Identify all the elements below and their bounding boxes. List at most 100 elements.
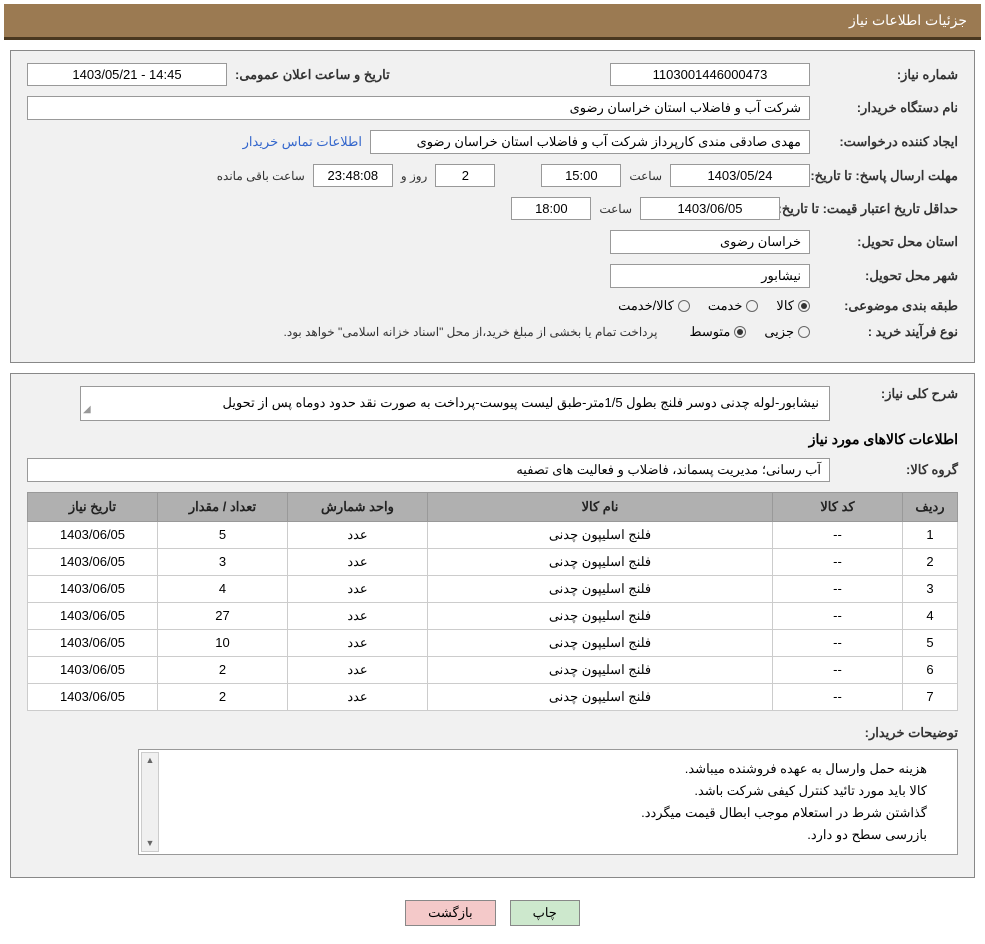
radio-icon <box>798 326 810 338</box>
goods-group-label: گروه کالا: <box>838 462 958 478</box>
buyer-contact-link[interactable]: اطلاعات تماس خریدار <box>243 134 362 150</box>
table-cell: 3 <box>158 548 288 575</box>
table-cell: 4 <box>158 575 288 602</box>
details-panel: شماره نیاز: 1103001446000473 تاریخ و ساع… <box>10 50 975 363</box>
remaining-label: ساعت باقی مانده <box>217 169 305 183</box>
table-cell: -- <box>773 629 903 656</box>
table-cell: 7 <box>903 683 958 710</box>
row-goods-group: گروه کالا: آب رسانی؛ مدیریت پسماند، فاضل… <box>27 458 958 482</box>
page-header: جزئیات اطلاعات نیاز <box>4 4 981 40</box>
radio-icon <box>678 300 690 312</box>
table-cell: 2 <box>158 656 288 683</box>
buyer-org-label: نام دستگاه خریدار: <box>818 100 958 116</box>
goods-group-value: آب رسانی؛ مدیریت پسماند، فاضلاب و فعالیت… <box>27 458 830 482</box>
scrollbar[interactable]: ▲ ▼ <box>141 752 159 852</box>
category-radio-group: کالا خدمت کالا/خدمت <box>618 298 810 314</box>
price-validity-label: حداقل تاریخ اعتبار قیمت: تا تاریخ: <box>788 201 958 217</box>
table-cell: فلنج اسلیپون چدنی <box>428 548 773 575</box>
th-unit: واحد شمارش <box>288 492 428 521</box>
goods-table: ردیف کد کالا نام کالا واحد شمارش تعداد /… <box>27 492 958 711</box>
goods-section-title: اطلاعات کالاهای مورد نیاز <box>27 431 958 448</box>
radio-icon <box>798 300 810 312</box>
need-number-value: 1103001446000473 <box>610 63 810 86</box>
category-goods-service[interactable]: کالا/خدمت <box>618 298 690 314</box>
footer-buttons: چاپ بازگشت <box>0 888 985 944</box>
table-cell: عدد <box>288 575 428 602</box>
buyer-notes-label: توضیحات خریدار: <box>838 725 958 741</box>
category-goods[interactable]: کالا <box>776 298 810 314</box>
time-label-1: ساعت <box>629 169 662 183</box>
table-cell: 1403/06/05 <box>28 575 158 602</box>
table-cell: فلنج اسلیپون چدنی <box>428 683 773 710</box>
radio-icon <box>734 326 746 338</box>
process-radio-group: جزیی متوسط <box>689 324 810 340</box>
row-response-deadline: مهلت ارسال پاسخ: تا تاریخ: 1403/05/24 سا… <box>27 164 958 187</box>
th-name: نام کالا <box>428 492 773 521</box>
back-button[interactable]: بازگشت <box>405 900 495 926</box>
table-cell: عدد <box>288 629 428 656</box>
table-cell: عدد <box>288 683 428 710</box>
table-cell: 2 <box>158 683 288 710</box>
table-row: 5--فلنج اسلیپون چدنیعدد101403/06/05 <box>28 629 958 656</box>
table-row: 3--فلنج اسلیپون چدنیعدد41403/06/05 <box>28 575 958 602</box>
table-row: 6--فلنج اسلیپون چدنیعدد21403/06/05 <box>28 656 958 683</box>
city-label: شهر محل تحویل: <box>818 268 958 284</box>
response-date-value: 1403/05/24 <box>670 164 810 187</box>
table-cell: 27 <box>158 602 288 629</box>
buyer-org-value: شرکت آب و فاضلاب استان خراسان رضوی <box>27 96 810 120</box>
table-row: 4--فلنج اسلیپون چدنیعدد271403/06/05 <box>28 602 958 629</box>
row-price-validity: حداقل تاریخ اعتبار قیمت: تا تاریخ: 1403/… <box>27 197 958 220</box>
days-and-label: روز و <box>401 169 428 183</box>
table-cell: عدد <box>288 548 428 575</box>
row-category: طبقه بندی موضوعی: کالا خدمت کالا/خدمت <box>27 298 958 314</box>
table-cell: فلنج اسلیپون چدنی <box>428 656 773 683</box>
response-deadline-label: مهلت ارسال پاسخ: تا تاریخ: <box>818 168 958 184</box>
page-title: جزئیات اطلاعات نیاز <box>849 12 967 28</box>
scroll-down-icon: ▼ <box>142 836 158 851</box>
radio-icon <box>746 300 758 312</box>
table-cell: 6 <box>903 656 958 683</box>
table-cell: 2 <box>903 548 958 575</box>
th-code: کد کالا <box>773 492 903 521</box>
price-date-value: 1403/06/05 <box>640 197 780 220</box>
table-cell: -- <box>773 683 903 710</box>
table-row: 1--فلنج اسلیپون چدنیعدد51403/06/05 <box>28 521 958 548</box>
table-cell: 3 <box>903 575 958 602</box>
table-cell: -- <box>773 575 903 602</box>
description-label: شرح کلی نیاز: <box>838 386 958 402</box>
print-button[interactable]: چاپ <box>510 900 580 926</box>
table-cell: -- <box>773 656 903 683</box>
goods-panel: شرح کلی نیاز: نیشابور-لوله چدنی دوسر فلن… <box>10 373 975 878</box>
table-cell: 1403/06/05 <box>28 683 158 710</box>
table-cell: 4 <box>903 602 958 629</box>
table-cell: 1403/06/05 <box>28 656 158 683</box>
table-cell: عدد <box>288 602 428 629</box>
buyer-notes-text: هزینه حمل وارسال به عهده فروشنده میباشد.… <box>138 749 958 855</box>
process-note: پرداخت تمام یا بخشی از مبلغ خرید،از محل … <box>284 325 658 339</box>
row-province: استان محل تحویل: خراسان رضوی <box>27 230 958 254</box>
process-partial[interactable]: جزیی <box>764 324 810 340</box>
countdown-value: 23:48:08 <box>313 164 393 187</box>
province-label: استان محل تحویل: <box>818 234 958 250</box>
table-cell: -- <box>773 548 903 575</box>
table-cell: 1403/06/05 <box>28 602 158 629</box>
table-cell: 5 <box>158 521 288 548</box>
table-cell: فلنج اسلیپون چدنی <box>428 521 773 548</box>
row-need-number: شماره نیاز: 1103001446000473 تاریخ و ساع… <box>27 63 958 86</box>
province-value: خراسان رضوی <box>610 230 810 254</box>
table-cell: 1403/06/05 <box>28 521 158 548</box>
resize-icon: ◢ <box>83 402 91 418</box>
category-label: طبقه بندی موضوعی: <box>818 298 958 314</box>
response-time-value: 15:00 <box>541 164 621 187</box>
table-cell: فلنج اسلیپون چدنی <box>428 575 773 602</box>
table-cell: 1 <box>903 521 958 548</box>
category-service[interactable]: خدمت <box>708 298 759 314</box>
requester-value: مهدی صادقی مندی کارپرداز شرکت آب و فاضلا… <box>370 130 810 154</box>
scroll-up-icon: ▲ <box>142 753 158 768</box>
th-row: ردیف <box>903 492 958 521</box>
process-medium[interactable]: متوسط <box>689 324 746 340</box>
row-buyer-org: نام دستگاه خریدار: شرکت آب و فاضلاب استا… <box>27 96 958 120</box>
table-row: 2--فلنج اسلیپون چدنیعدد31403/06/05 <box>28 548 958 575</box>
table-cell: عدد <box>288 521 428 548</box>
table-cell: 1403/06/05 <box>28 548 158 575</box>
